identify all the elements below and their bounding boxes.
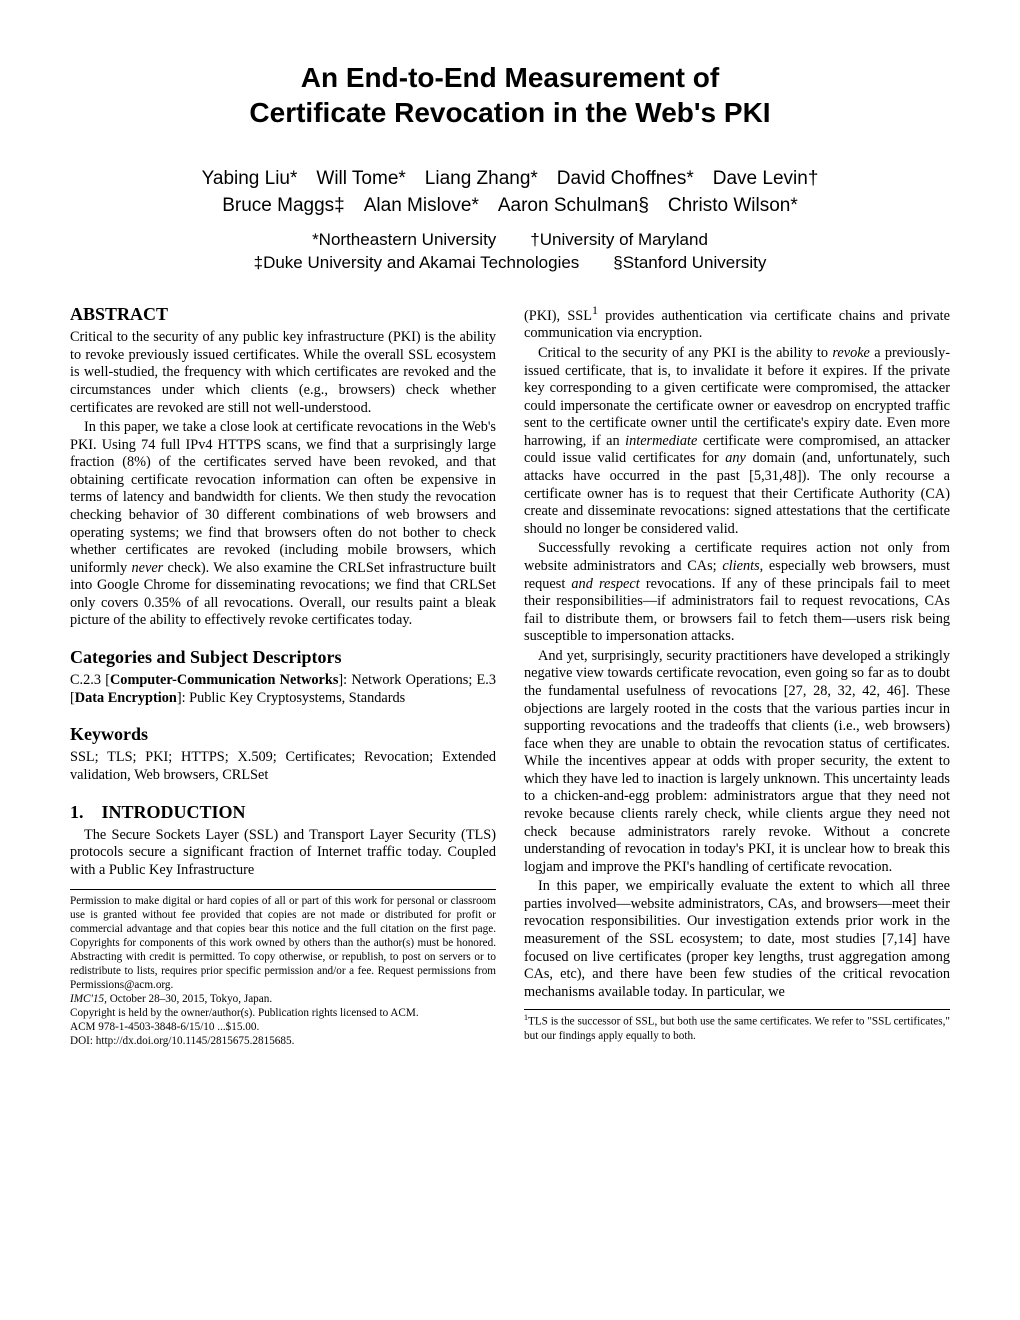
- keywords-heading: Keywords: [70, 723, 496, 745]
- copyright-block: Permission to make digital or hard copie…: [70, 889, 496, 1048]
- paper-title: An End-to-End Measurement of Certificate…: [70, 60, 950, 130]
- affils-line-2: ‡Duke University and Akamai Technologies…: [254, 253, 767, 272]
- col2-para-1: (PKI), SSL1 provides authentication via …: [524, 303, 950, 343]
- c2p1-a: (PKI), SSL: [524, 308, 592, 324]
- conf-date: October 28–30, 2015, Tokyo, Japan.: [107, 993, 272, 1005]
- authors-line-1: Yabing Liu* Will Tome* Liang Zhang* Davi…: [202, 168, 819, 189]
- c2p3-clients: clients: [722, 558, 759, 574]
- copyright-permission: Permission to make digital or hard copie…: [70, 894, 496, 992]
- abstract-p2-never: never: [131, 560, 163, 576]
- title-line-2: Certificate Revocation in the Web's PKI: [249, 97, 770, 128]
- c2p2-revoke: revoke: [832, 345, 870, 361]
- col2-para-5: In this paper, we empirically evaluate t…: [524, 878, 950, 1001]
- intro-heading: 1. INTRODUCTION: [70, 801, 496, 823]
- categories-heading: Categories and Subject Descriptors: [70, 646, 496, 668]
- affils-line-1: *Northeastern University †University of …: [312, 230, 708, 249]
- copyright-conf: IMC'15, October 28–30, 2015, Tokyo, Japa…: [70, 992, 496, 1006]
- conf-name: IMC'15,: [70, 993, 107, 1005]
- cat-e: ]: Public Key Cryptosystems, Standards: [177, 690, 405, 706]
- col2-para-2: Critical to the security of any PKI is t…: [524, 345, 950, 538]
- categories-para: C.2.3 [Computer-Communication Networks]:…: [70, 672, 496, 707]
- copyright-rights: Copyright is held by the owner/author(s)…: [70, 1006, 496, 1020]
- abstract-heading: ABSTRACT: [70, 303, 496, 325]
- authors-block: Yabing Liu* Will Tome* Liang Zhang* Davi…: [70, 166, 950, 219]
- c2p2-any: any: [725, 450, 746, 466]
- cat-a: C.2.3 [: [70, 672, 110, 688]
- col2-para-4: And yet, surprisingly, security practiti…: [524, 648, 950, 877]
- col2-para-3: Successfully revoking a certificate requ…: [524, 540, 950, 645]
- abstract-para-1: Critical to the security of any public k…: [70, 329, 496, 417]
- fn-text: TLS is the successor of SSL, but both us…: [524, 1016, 950, 1041]
- cat-d: Data Encryption: [75, 690, 177, 706]
- intro-para-1: The Secure Sockets Layer (SSL) and Trans…: [70, 827, 496, 880]
- c2p2-a: Critical to the security of any PKI is t…: [538, 345, 832, 361]
- c2p3-and: and respect: [571, 576, 639, 592]
- authors-line-2: Bruce Maggs‡ Alan Mislove* Aaron Schulma…: [222, 195, 798, 216]
- abstract-p2-a: In this paper, we take a close look at c…: [70, 419, 496, 576]
- keywords-para: SSL; TLS; PKI; HTTPS; X.509; Certificate…: [70, 749, 496, 784]
- copyright-isbn: ACM 978-1-4503-3848-6/15/10 ...$15.00.: [70, 1020, 496, 1034]
- c2p2-inter: intermediate: [625, 433, 697, 449]
- footnote-block: 1TLS is the successor of SSL, but both u…: [524, 1009, 950, 1043]
- body-columns: ABSTRACT Critical to the security of any…: [70, 303, 950, 1048]
- affiliations-block: *Northeastern University †University of …: [70, 229, 950, 275]
- title-line-1: An End-to-End Measurement of: [301, 62, 719, 93]
- abstract-para-2: In this paper, we take a close look at c…: [70, 419, 496, 630]
- copyright-doi: DOI: http://dx.doi.org/10.1145/2815675.2…: [70, 1034, 496, 1048]
- cat-b: Computer-Communication Networks: [110, 672, 338, 688]
